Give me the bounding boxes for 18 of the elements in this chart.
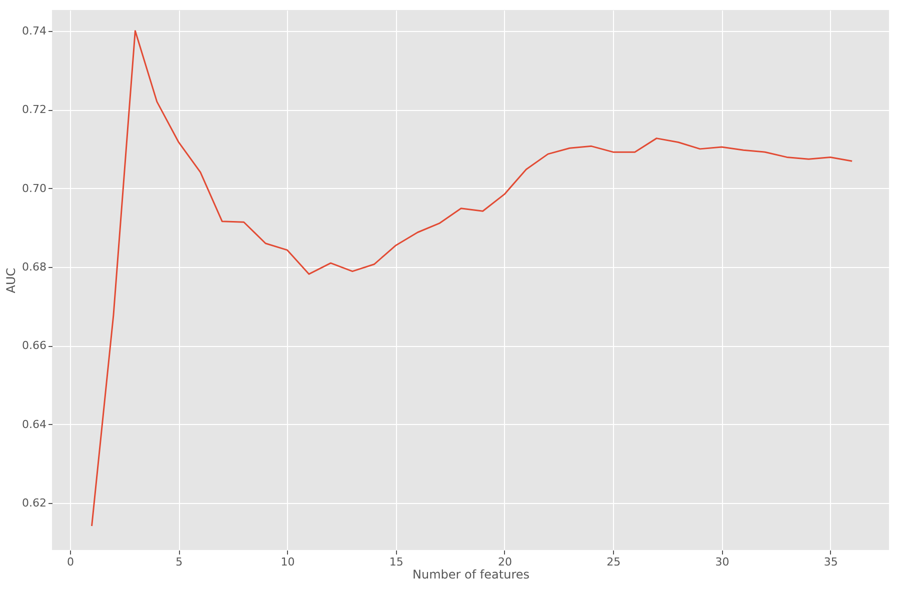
y-tick-label: 0.74: [22, 24, 46, 38]
y-axis-title: AUC: [4, 268, 18, 294]
y-tick-label: 0.66: [22, 339, 46, 352]
x-tick-label: 25: [606, 556, 621, 568]
line-series: [91, 30, 853, 527]
x-tick-label: 5: [176, 556, 183, 568]
y-tick-label: 0.62: [22, 496, 46, 510]
x-tick-label: 10: [280, 556, 295, 568]
x-tick-label: 20: [498, 556, 512, 568]
x-axis-title: Number of features: [412, 568, 530, 582]
x-tick-label: 35: [824, 556, 838, 568]
x-tick-label: 15: [389, 556, 404, 568]
y-tick-label: 0.64: [22, 418, 46, 431]
y-tick-label: 0.68: [22, 260, 46, 274]
y-tick-label: 0.72: [22, 103, 46, 116]
y-tick-label: 0.70: [22, 182, 46, 195]
x-tick-label: 0: [67, 556, 74, 568]
x-tick-label: 30: [715, 556, 730, 568]
